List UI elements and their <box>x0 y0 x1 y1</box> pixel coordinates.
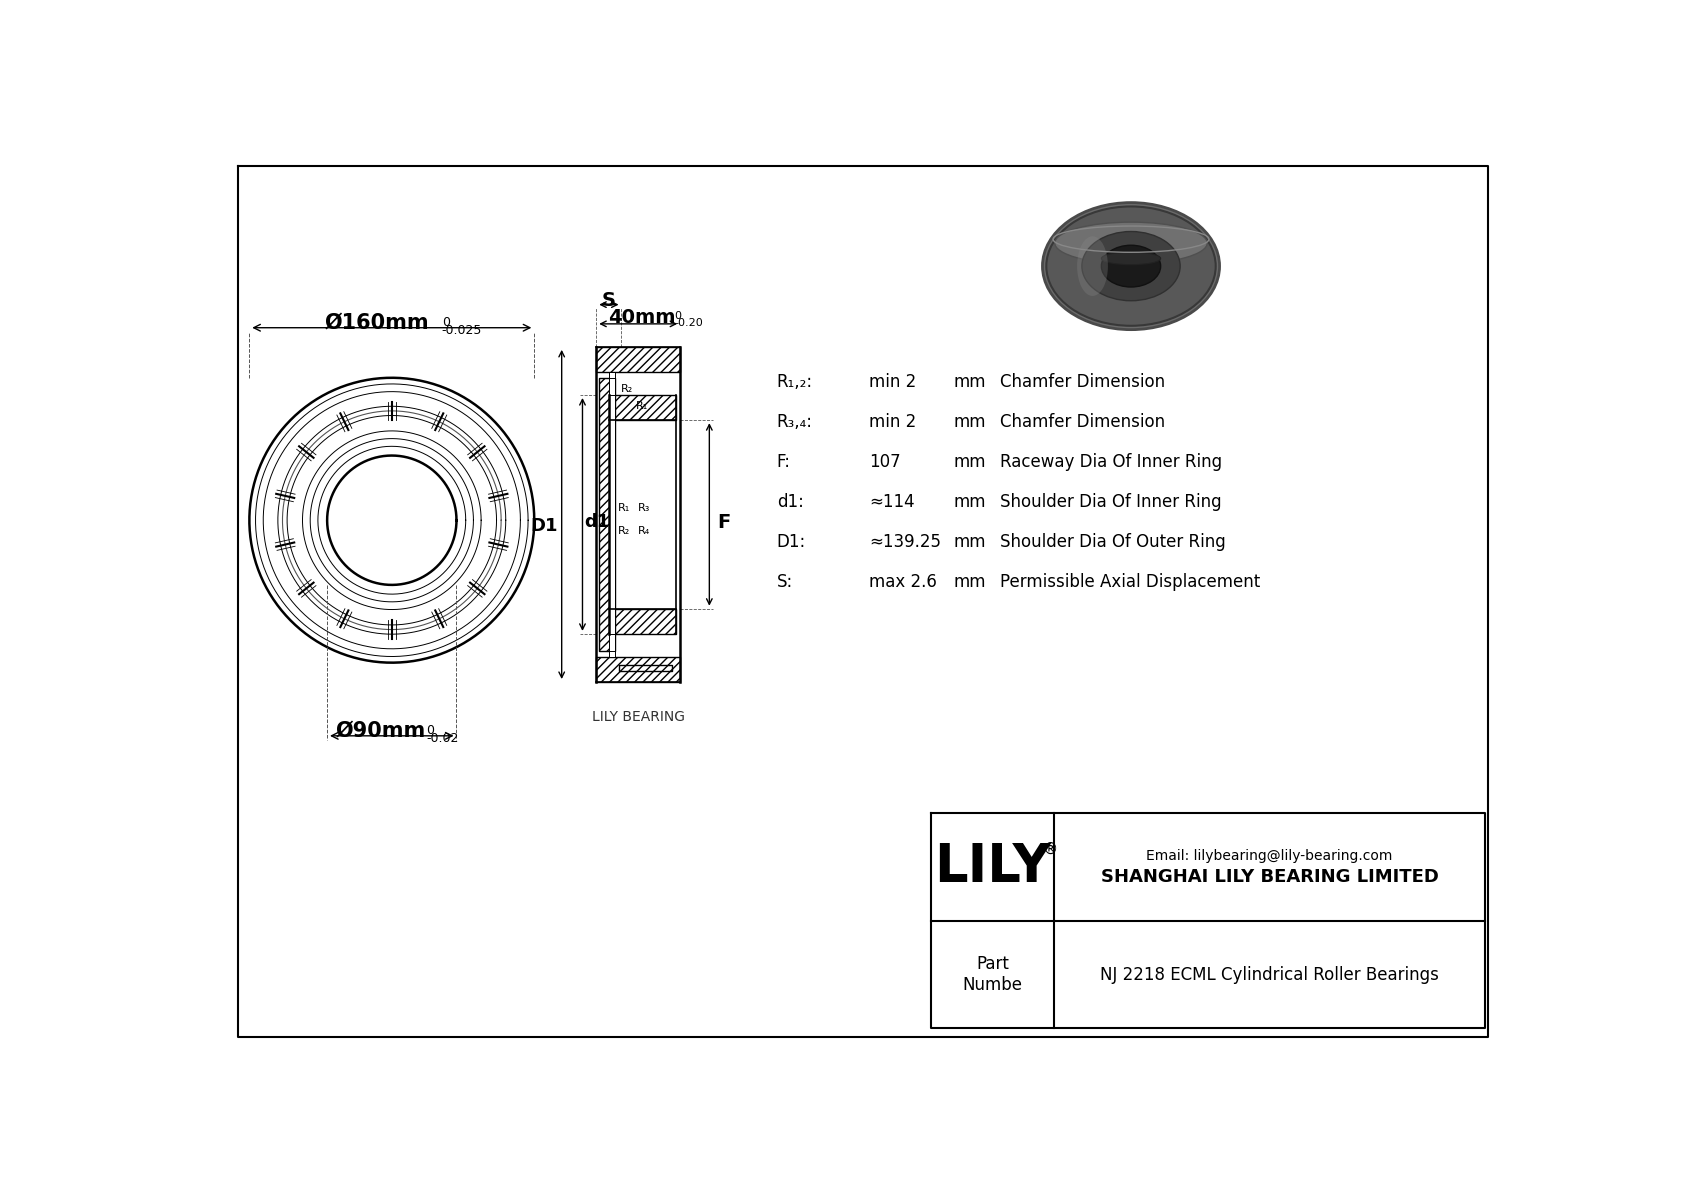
Text: mm: mm <box>953 573 987 591</box>
Text: mm: mm <box>953 412 987 431</box>
Text: SHANGHAI LILY BEARING LIMITED: SHANGHAI LILY BEARING LIMITED <box>1101 868 1438 886</box>
Text: R₁: R₁ <box>637 400 648 411</box>
Ellipse shape <box>1081 231 1180 301</box>
Text: 0: 0 <box>674 311 682 320</box>
Text: 0: 0 <box>441 316 450 329</box>
Text: Chamfer Dimension: Chamfer Dimension <box>1000 412 1165 431</box>
Text: R₃,₄:: R₃,₄: <box>776 412 813 431</box>
Text: ®: ® <box>1042 842 1058 858</box>
Text: F: F <box>717 512 731 531</box>
Bar <box>610 395 675 420</box>
Text: min 2: min 2 <box>869 373 916 391</box>
Bar <box>620 665 672 672</box>
Text: 107: 107 <box>869 453 901 470</box>
Text: Permissible Axial Displacement: Permissible Axial Displacement <box>1000 573 1260 591</box>
Text: R₂: R₂ <box>620 384 633 394</box>
Text: D1:: D1: <box>776 532 807 550</box>
Text: Chamfer Dimension: Chamfer Dimension <box>1000 373 1165 391</box>
Text: d1:: d1: <box>776 493 803 511</box>
Bar <box>596 347 680 372</box>
Ellipse shape <box>1101 245 1160 287</box>
Text: F:: F: <box>776 453 791 470</box>
Text: S: S <box>601 291 616 310</box>
Bar <box>600 379 615 650</box>
Text: Ø160mm: Ø160mm <box>323 312 429 332</box>
Text: d1: d1 <box>584 513 610 531</box>
Text: Part
Numbe: Part Numbe <box>963 955 1022 994</box>
Bar <box>610 609 675 634</box>
Text: R₃: R₃ <box>638 503 650 513</box>
Text: -0.02: -0.02 <box>426 732 458 744</box>
Text: 0: 0 <box>426 724 434 737</box>
Text: Ø90mm: Ø90mm <box>335 721 426 741</box>
Text: min 2: min 2 <box>869 412 916 431</box>
Text: R₁,₂:: R₁,₂: <box>776 373 813 391</box>
Text: NJ 2218 ECML Cylindrical Roller Bearings: NJ 2218 ECML Cylindrical Roller Bearings <box>1100 966 1440 984</box>
Text: R₄: R₄ <box>638 526 650 536</box>
Text: LILY: LILY <box>935 841 1051 893</box>
Text: ≈139.25: ≈139.25 <box>869 532 941 550</box>
Text: R₁: R₁ <box>618 503 630 513</box>
Text: Raceway Dia Of Inner Ring: Raceway Dia Of Inner Ring <box>1000 453 1223 470</box>
Ellipse shape <box>1054 223 1207 264</box>
Ellipse shape <box>1078 236 1108 295</box>
Text: Email: lilybearing@lily-bearing.com: Email: lilybearing@lily-bearing.com <box>1147 849 1393 863</box>
Text: -0.20: -0.20 <box>674 318 704 329</box>
Text: max 2.6: max 2.6 <box>869 573 936 591</box>
Ellipse shape <box>1101 252 1160 264</box>
Text: LILY BEARING: LILY BEARING <box>591 710 685 724</box>
Text: mm: mm <box>953 493 987 511</box>
Text: ≈114: ≈114 <box>869 493 914 511</box>
Bar <box>596 656 680 682</box>
Text: D1: D1 <box>530 517 557 535</box>
Text: -0.025: -0.025 <box>441 324 482 337</box>
Text: S:: S: <box>776 573 793 591</box>
Text: Shoulder Dia Of Inner Ring: Shoulder Dia Of Inner Ring <box>1000 493 1221 511</box>
Ellipse shape <box>1042 202 1219 330</box>
Bar <box>610 372 615 656</box>
Text: mm: mm <box>953 532 987 550</box>
Text: mm: mm <box>953 453 987 470</box>
Text: 40mm: 40mm <box>608 308 675 328</box>
Text: Shoulder Dia Of Outer Ring: Shoulder Dia Of Outer Ring <box>1000 532 1226 550</box>
Text: mm: mm <box>953 373 987 391</box>
Ellipse shape <box>1046 206 1216 326</box>
Text: R₂: R₂ <box>618 526 630 536</box>
